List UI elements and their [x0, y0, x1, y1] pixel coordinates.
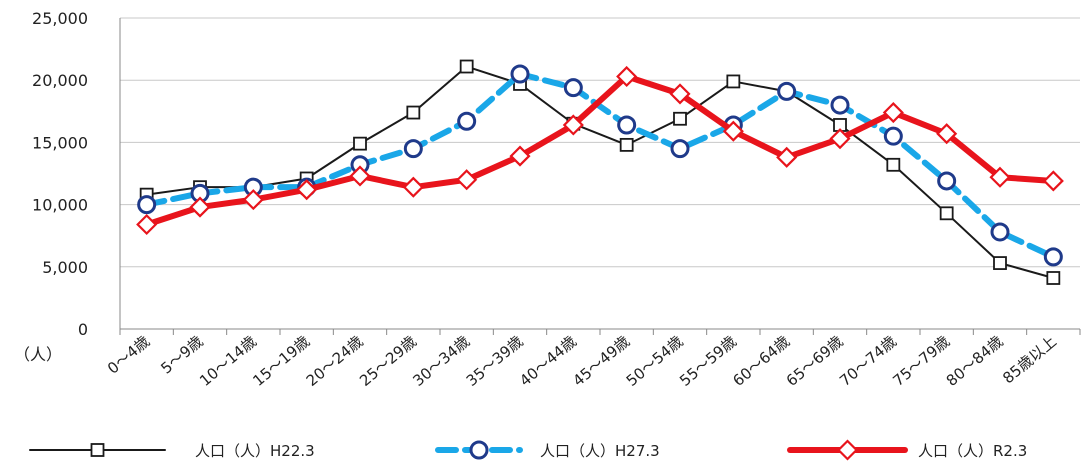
series-line — [145, 65, 1055, 279]
data-point — [349, 165, 371, 187]
data-point — [1043, 247, 1063, 267]
y-tick-label: 15,000 — [32, 133, 88, 152]
data-point — [882, 101, 904, 124]
x-tick-label: 10～14歳 — [196, 332, 260, 390]
data-point — [990, 222, 1010, 242]
data-point — [1042, 170, 1064, 192]
data-point — [402, 176, 424, 198]
data-point — [1046, 271, 1061, 285]
data-point — [993, 256, 1007, 270]
data-point — [353, 136, 367, 151]
data-point — [619, 137, 634, 152]
legend-swatch-marker — [90, 443, 105, 457]
y-tick-label: 0 — [78, 320, 88, 339]
x-tick-label: 20～24歳 — [303, 332, 367, 390]
data-point — [989, 166, 1011, 188]
y-unit-label: （人） — [14, 345, 62, 364]
data-point — [829, 128, 851, 150]
legend-item: 人口（人）H22.3 — [29, 442, 315, 460]
data-point — [136, 213, 158, 236]
grid-lines — [120, 17, 1080, 268]
data-point — [669, 83, 691, 105]
data-point — [189, 196, 211, 218]
x-tick-label: 50～54歳 — [623, 332, 687, 390]
legend-swatch-marker — [469, 440, 489, 460]
x-tick-label: 35～39歳 — [463, 332, 527, 390]
legend: 人口（人）H22.3 人口（人）H27.3 人口（人）R2.3 — [29, 439, 1027, 461]
series-group — [136, 59, 1064, 285]
x-tick-label: 45～49歳 — [569, 332, 633, 390]
legend-item: 人口（人）R2.3 — [787, 439, 1027, 461]
data-point — [616, 65, 638, 88]
x-tick-labels: 0～4歳 5～9歳10～14歳15～19歳20～24歳25～29歳30～34歳35… — [104, 332, 1060, 390]
y-tick-label: 25,000 — [32, 9, 88, 28]
data-point — [403, 139, 423, 159]
data-point — [886, 157, 901, 172]
x-tick-label: 60～64歳 — [729, 332, 793, 390]
data-point — [670, 139, 690, 159]
data-point — [776, 146, 798, 168]
x-tick-label: 40～44歳 — [516, 332, 580, 390]
y-tick-label: 5,000 — [42, 258, 88, 277]
legend-label: 人口（人）R2.3 — [918, 442, 1027, 460]
data-point — [563, 78, 583, 98]
x-tick-label: 85歳以上 — [999, 332, 1060, 387]
x-tick-label: 25～29歳 — [356, 332, 420, 390]
series-line — [143, 73, 1057, 228]
x-tick-label: 55～59歳 — [676, 332, 740, 390]
data-point — [562, 114, 584, 136]
y-tick-label: 20,000 — [32, 71, 88, 90]
data-point — [726, 74, 741, 89]
legend-swatch-marker — [836, 439, 859, 461]
data-point — [406, 105, 421, 120]
data-point — [830, 95, 850, 115]
legend-label: 人口（人）H22.3 — [195, 442, 315, 460]
y-tick-labels: 0 5,000 10,000 15,000 20,000 25,000 — [32, 9, 88, 339]
data-point — [457, 111, 477, 131]
data-point — [456, 169, 478, 191]
x-tick-label: 70～74歳 — [836, 332, 900, 390]
data-point — [777, 81, 797, 101]
data-point — [137, 195, 157, 215]
data-point — [509, 145, 531, 167]
y-tick-label: 10,000 — [32, 196, 88, 215]
data-point — [937, 171, 957, 191]
data-point — [296, 179, 318, 201]
x-tick-label: 15～19歳 — [249, 332, 313, 390]
series-3 — [136, 65, 1064, 236]
data-point — [722, 120, 744, 142]
x-tick-label: 75～79歳 — [889, 332, 953, 390]
x-tick-label: 65～69歳 — [783, 332, 847, 390]
series-2 — [137, 64, 1063, 267]
data-point — [459, 59, 474, 74]
data-point — [936, 123, 958, 145]
x-tick-label: 0～4歳 — [104, 332, 153, 377]
x-tick-label: 30～34歳 — [409, 332, 473, 390]
x-tick-label: 80～84歳 — [943, 332, 1007, 390]
series-1 — [139, 59, 1061, 285]
data-point — [673, 111, 687, 126]
data-point — [883, 126, 903, 146]
data-point — [617, 115, 637, 135]
data-point — [510, 64, 530, 84]
data-point — [242, 189, 264, 211]
data-point — [939, 206, 954, 221]
x-tick-label: 5～9歳 — [157, 332, 206, 377]
legend-label: 人口（人）H27.3 — [540, 442, 660, 460]
axes — [119, 18, 1081, 335]
legend-item: 人口（人）H27.3 — [435, 440, 660, 460]
